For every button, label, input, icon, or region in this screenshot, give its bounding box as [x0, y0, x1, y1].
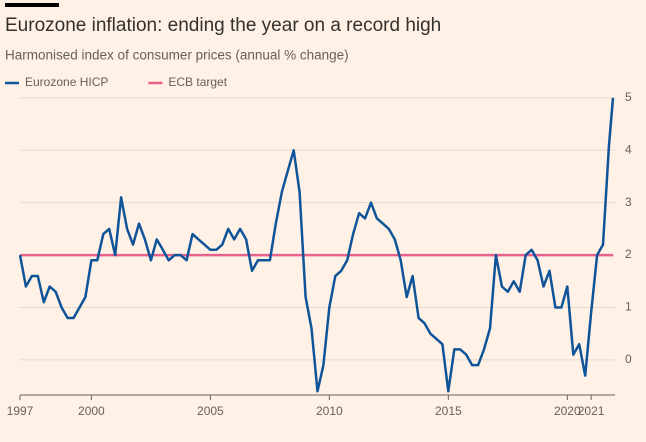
x-tick-label: 2015 [435, 404, 462, 418]
ft-bar [5, 3, 59, 7]
chart-subtitle: Harmonised index of consumer prices (ann… [5, 48, 349, 63]
y-tick-label: 3 [625, 195, 632, 209]
chart-title: Eurozone inflation: ending the year on a… [5, 15, 441, 36]
y-tick-label: 2 [625, 247, 632, 261]
x-tick-label: 2000 [78, 404, 105, 418]
x-tick-label: 2010 [316, 404, 343, 418]
x-tick-label: 2020 [554, 404, 581, 418]
x-tick-label: 1997 [7, 404, 34, 418]
y-tick-label: 5 [625, 90, 632, 104]
legend-label: ECB target [168, 75, 227, 89]
x-tick-label: 2005 [197, 404, 224, 418]
series-line [18, 97, 615, 393]
legend-label: Eurozone HICP [25, 75, 108, 89]
y-tick-label: 1 [625, 300, 632, 314]
y-tick-label: 4 [625, 142, 632, 156]
y-tick-label: 0 [625, 352, 632, 366]
x-tick-label: 2021 [578, 404, 605, 418]
